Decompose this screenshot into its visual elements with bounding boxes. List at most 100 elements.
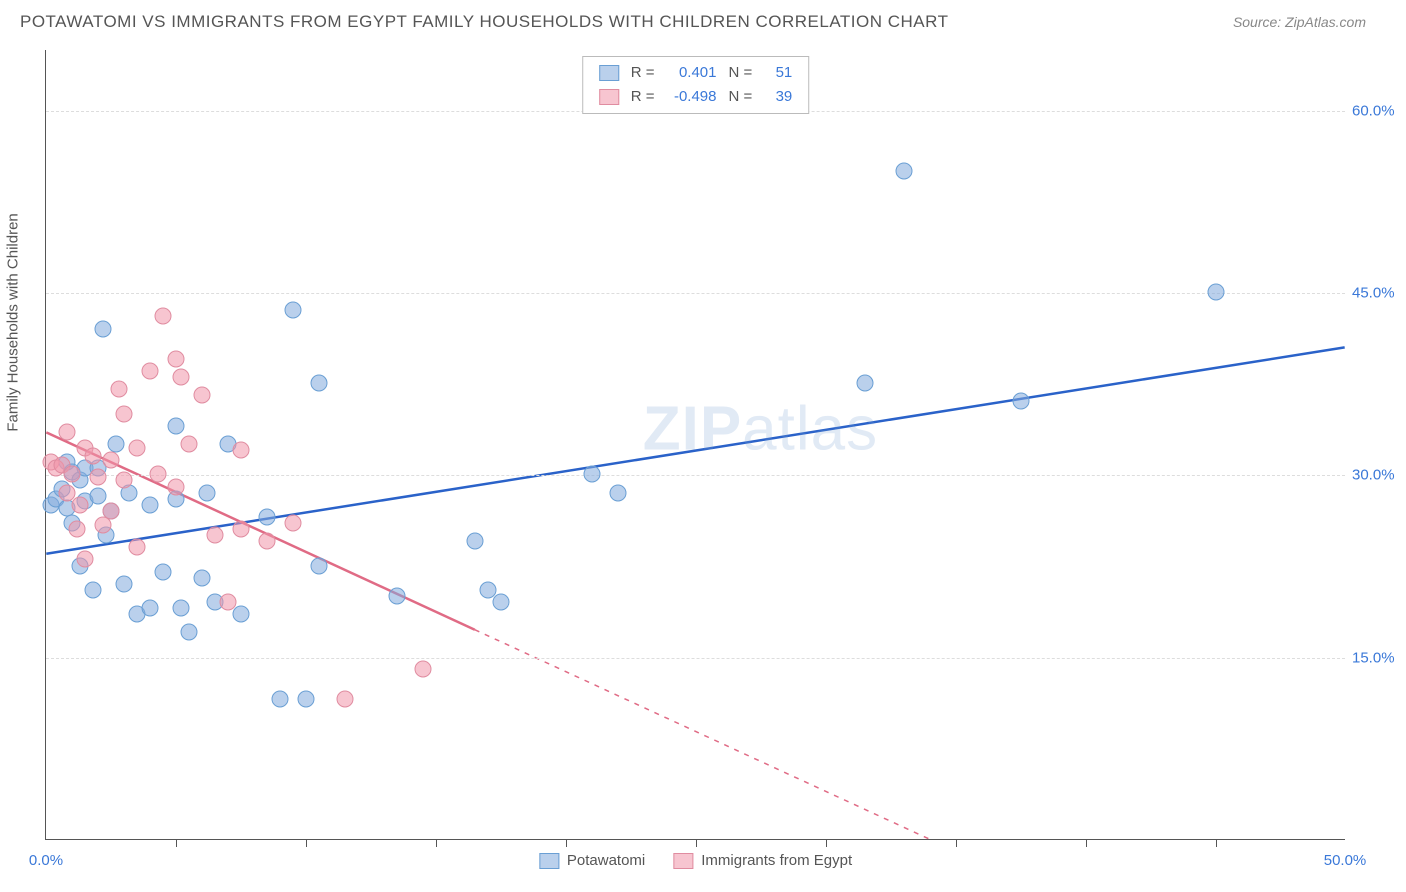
plot-area: ZIPatlas R =0.401N =51R =-0.498N =39 Pot…: [45, 50, 1345, 840]
grid-line: [46, 658, 1345, 659]
legend-swatch: [539, 853, 559, 869]
data-point: [84, 448, 101, 465]
data-point: [199, 484, 216, 501]
data-point: [64, 466, 81, 483]
y-tick-label: 30.0%: [1352, 467, 1406, 484]
data-point: [103, 451, 120, 468]
data-point: [129, 539, 146, 556]
data-point: [173, 600, 190, 617]
n-value: 39: [764, 85, 792, 109]
y-tick-label: 60.0%: [1352, 102, 1406, 119]
data-point: [69, 521, 86, 538]
r-label: R =: [631, 85, 655, 109]
data-point: [233, 442, 250, 459]
n-label: N =: [729, 61, 753, 85]
watermark: ZIPatlas: [643, 393, 878, 464]
data-point: [116, 472, 133, 489]
data-point: [233, 606, 250, 623]
x-tick: [566, 839, 567, 847]
data-point: [233, 521, 250, 538]
data-point: [95, 517, 112, 534]
data-point: [467, 533, 484, 550]
r-value: 0.401: [667, 61, 717, 85]
data-point: [415, 660, 432, 677]
data-point: [116, 575, 133, 592]
data-point: [207, 527, 224, 544]
x-tick: [956, 839, 957, 847]
data-point: [1208, 284, 1225, 301]
legend-series-label: Immigrants from Egypt: [701, 852, 852, 869]
legend-swatch: [599, 89, 619, 105]
data-point: [337, 691, 354, 708]
data-point: [103, 502, 120, 519]
data-point: [108, 436, 125, 453]
data-point: [142, 363, 159, 380]
data-point: [285, 302, 302, 319]
x-tick: [1216, 839, 1217, 847]
data-point: [142, 496, 159, 513]
data-point: [116, 405, 133, 422]
data-point: [142, 600, 159, 617]
data-point: [155, 308, 172, 325]
data-point: [58, 423, 75, 440]
data-point: [181, 436, 198, 453]
data-point: [90, 488, 107, 505]
x-tick: [826, 839, 827, 847]
data-point: [220, 594, 237, 611]
data-point: [168, 417, 185, 434]
data-point: [155, 563, 172, 580]
x-tick-min: 0.0%: [29, 852, 63, 869]
legend-swatch: [673, 853, 693, 869]
grid-line: [46, 293, 1345, 294]
r-label: R =: [631, 61, 655, 85]
x-tick: [1086, 839, 1087, 847]
data-point: [493, 594, 510, 611]
legend-stats: R = 0.401 N = 51 R = -0.498 N = 39: [582, 56, 810, 114]
x-tick: [696, 839, 697, 847]
x-tick: [306, 839, 307, 847]
legend-series: Potawatomi Immigrants from Egypt: [539, 852, 852, 869]
y-axis-label: Family Households with Children: [5, 213, 22, 431]
data-point: [259, 508, 276, 525]
data-point: [584, 466, 601, 483]
data-point: [110, 381, 127, 398]
y-tick-label: 45.0%: [1352, 285, 1406, 302]
legend-swatch: [599, 65, 619, 81]
data-point: [168, 478, 185, 495]
data-point: [173, 369, 190, 386]
data-point: [896, 162, 913, 179]
data-point: [194, 569, 211, 586]
data-point: [77, 551, 94, 568]
data-point: [194, 387, 211, 404]
data-point: [90, 468, 107, 485]
n-value: 51: [764, 61, 792, 85]
n-label: N =: [729, 85, 753, 109]
data-point: [95, 320, 112, 337]
data-point: [285, 515, 302, 532]
r-value: -0.498: [667, 85, 717, 109]
x-tick-max: 50.0%: [1324, 852, 1367, 869]
legend-stat-row: R = 0.401 N = 51: [599, 61, 793, 85]
data-point: [71, 496, 88, 513]
data-point: [272, 691, 289, 708]
legend-series-label: Potawatomi: [567, 852, 645, 869]
chart-container: Family Households with Children ZIPatlas…: [45, 50, 1385, 840]
data-point: [298, 691, 315, 708]
legend-stat-row: R = -0.498 N = 39: [599, 85, 793, 109]
data-point: [389, 587, 406, 604]
data-point: [610, 484, 627, 501]
data-point: [311, 557, 328, 574]
data-point: [311, 375, 328, 392]
data-point: [84, 581, 101, 598]
data-point: [149, 466, 166, 483]
legend-series-item: Immigrants from Egypt: [673, 852, 852, 869]
legend-series-item: Potawatomi: [539, 852, 645, 869]
data-point: [857, 375, 874, 392]
data-point: [259, 533, 276, 550]
x-tick: [176, 839, 177, 847]
data-point: [181, 624, 198, 641]
data-point: [129, 439, 146, 456]
data-point: [168, 350, 185, 367]
y-tick-label: 15.0%: [1352, 649, 1406, 666]
chart-title: POTAWATOMI VS IMMIGRANTS FROM EGYPT FAMI…: [20, 12, 948, 32]
